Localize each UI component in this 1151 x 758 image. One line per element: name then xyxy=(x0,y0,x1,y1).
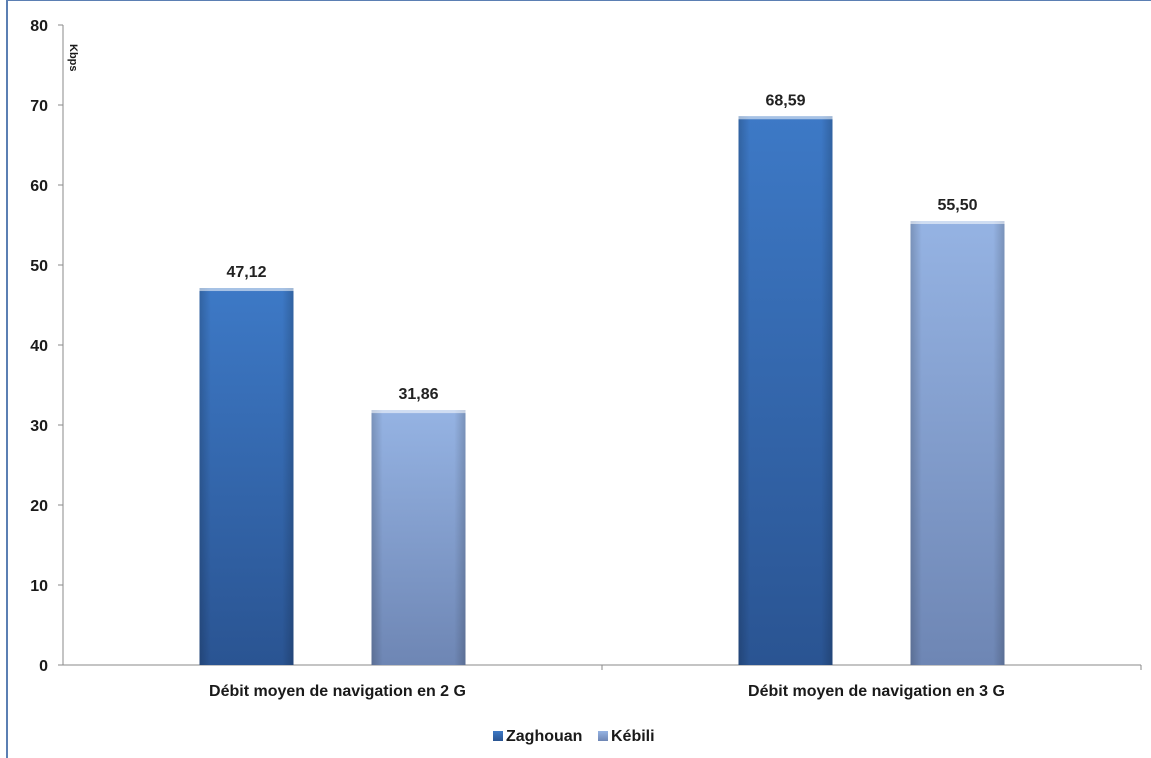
bar-top-highlight xyxy=(199,288,294,292)
bar xyxy=(910,221,1005,665)
y-tick-label: 70 xyxy=(30,98,48,115)
y-axis: 0 10 20 30 40 50 60 70 80 xyxy=(30,18,64,675)
x-axis xyxy=(63,664,1142,670)
bar xyxy=(199,288,294,665)
y-tick-label: 40 xyxy=(30,338,48,355)
data-label: 47,12 xyxy=(226,264,266,281)
y-tick-label: 60 xyxy=(30,178,48,195)
legend: Zaghouan Kébili xyxy=(493,728,655,745)
data-labels: 47,12 31,86 68,59 55,50 xyxy=(226,92,977,403)
data-label: 68,59 xyxy=(765,92,805,109)
bar-top-highlight xyxy=(738,116,833,120)
legend-swatch xyxy=(598,731,608,741)
data-label: 55,50 xyxy=(937,197,977,214)
y-tick-label: 50 xyxy=(30,258,48,275)
legend-swatch xyxy=(493,731,503,741)
category-labels: Débit moyen de navigation en 2 G Débit mo… xyxy=(209,683,1005,700)
y-axis-unit-label: Kbps xyxy=(67,44,79,72)
category-label: Débit moyen de navigation en 2 G xyxy=(209,683,466,700)
bars xyxy=(199,116,1005,665)
bar-top-highlight xyxy=(371,410,466,414)
y-tick-label: 80 xyxy=(30,18,48,35)
chart-frame xyxy=(6,0,1151,758)
data-label: 31,86 xyxy=(398,386,438,403)
legend-item: Kébili xyxy=(598,728,655,745)
bar-top-highlight xyxy=(910,221,1005,224)
bar xyxy=(371,410,466,665)
legend-label: Kébili xyxy=(611,728,655,745)
bar-shade xyxy=(371,410,466,665)
bar-shade xyxy=(199,288,294,665)
bar xyxy=(738,116,833,665)
category-label: Débit moyen de navigation en 3 G xyxy=(748,683,1005,700)
bar-shade xyxy=(910,221,1005,665)
bar-shade xyxy=(738,116,833,665)
y-tick-label: 0 xyxy=(39,658,48,675)
legend-item: Zaghouan xyxy=(493,728,582,745)
y-tick-label: 30 xyxy=(30,418,48,435)
legend-label: Zaghouan xyxy=(506,728,582,745)
y-tick-label: 20 xyxy=(30,498,48,515)
y-tick-label: 10 xyxy=(30,578,48,595)
